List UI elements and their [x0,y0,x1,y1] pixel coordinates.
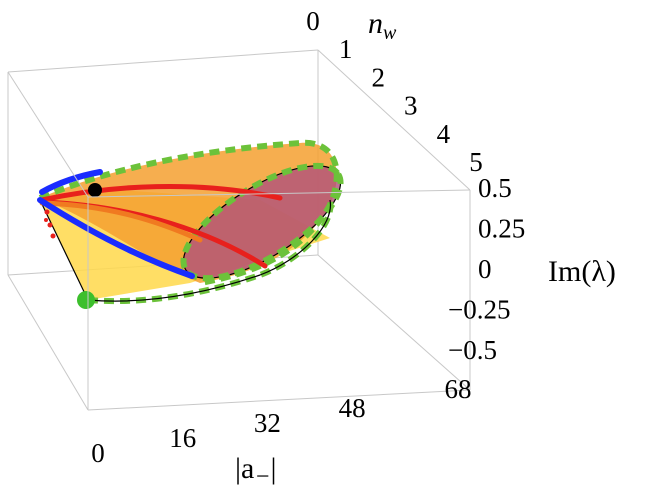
z-tick-label: 0.5 [478,173,512,203]
z-axis-ticks: −0.5 −0.25 0 0.25 0.5 [448,173,525,365]
x-tick-label: 48 [339,393,366,423]
z-tick-label: −0.25 [448,295,510,325]
y-axis-label: nw [368,7,397,44]
x-tick-label: 0 [91,438,105,468]
y-tick-label: 1 [339,34,353,64]
z-axis-label: Im(λ) [548,255,616,288]
y-tick-label: 0 [306,6,320,36]
red-dots [44,209,56,239]
x-axis-label: |a−| [235,452,277,489]
x-tick-label: 68 [445,374,472,404]
marker-green [77,291,95,309]
x-axis-ticks: 0 16 32 48 68 [91,374,471,468]
z-tick-label: 0.25 [478,214,525,244]
x-tick-label: 32 [254,408,281,438]
y-tick-label: 2 [371,62,385,92]
y-tick-label: 3 [404,91,418,121]
orange-curve [39,200,203,243]
z-tick-label: −0.5 [448,335,497,365]
boundary-outline [39,199,331,302]
blue-curves [37,169,195,279]
y-tick-label: 4 [437,119,451,149]
plot-box-front [7,71,471,411]
z-tick-label: 0 [478,254,492,284]
x-tick-label: 16 [169,423,196,453]
marker-black [88,183,102,197]
y-tick-label: 5 [469,147,483,177]
